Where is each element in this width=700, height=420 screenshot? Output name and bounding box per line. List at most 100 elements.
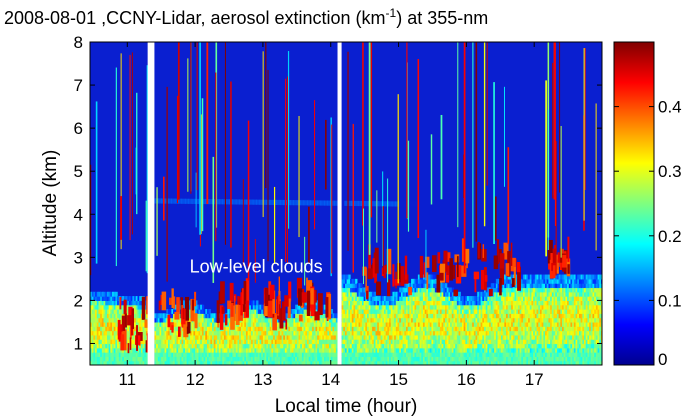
- heatmap-cell: [417, 339, 421, 345]
- heatmap-cell: [174, 343, 178, 349]
- heatmap-cell: [399, 347, 402, 353]
- heatmap-cell: [229, 343, 232, 349]
- heatmap-cell: [303, 321, 306, 327]
- heatmap-cell: [343, 321, 346, 327]
- heatmap-cell: [567, 313, 570, 319]
- heatmap-cell: [144, 326, 147, 332]
- heatmap-cell: [157, 334, 161, 340]
- heatmap-cell: [551, 347, 555, 353]
- heatmap-cell: [127, 296, 130, 301]
- heatmap-cell: [482, 326, 485, 332]
- heatmap-cell: [589, 326, 592, 332]
- heatmap-cell: [485, 347, 488, 353]
- heatmap-cell: [567, 339, 570, 345]
- heatmap-cell: [288, 356, 291, 362]
- heatmap-cell: [565, 321, 568, 327]
- heatmap-cell: [489, 330, 492, 336]
- heatmap-cell: [600, 300, 602, 306]
- heatmap-cell: [528, 291, 531, 297]
- heatmap-cell: [567, 278, 570, 284]
- heatmap-cell: [594, 343, 597, 349]
- heatmap-cell: [473, 356, 477, 362]
- heatmap-cell: [106, 321, 110, 327]
- heatmap-cell: [453, 352, 456, 357]
- heatmap-cell: [320, 326, 323, 332]
- heatmap-cell: [448, 296, 451, 301]
- heatmap-cell: [365, 352, 368, 357]
- heatmap-cell: [247, 360, 250, 365]
- heatmap-cell: [543, 356, 546, 362]
- heatmap-cell: [584, 347, 587, 353]
- heatmap-cell: [351, 360, 355, 365]
- heatmap-cell: [536, 326, 539, 332]
- heatmap-cell: [372, 304, 375, 310]
- heatmap-cell: [450, 300, 453, 306]
- heatmap-cell: [580, 317, 583, 323]
- heatmap-cell: [350, 309, 353, 314]
- heatmap-cell: [561, 274, 565, 280]
- heatmap-cell: [232, 347, 235, 353]
- heatmap-cell: [188, 309, 191, 314]
- heatmap-cell: [178, 356, 181, 362]
- heatmap-cell: [198, 343, 201, 349]
- heatmap-cell: [98, 313, 101, 319]
- heatmap-cell: [453, 343, 456, 349]
- heatmap-cell: [382, 352, 385, 357]
- heatmap-cell: [110, 296, 113, 301]
- heatmap-cell: [509, 356, 512, 362]
- heatmap-cell: [355, 283, 358, 289]
- heatmap-cell: [407, 300, 411, 306]
- heatmap-cell: [451, 304, 455, 310]
- heatmap-cell: [443, 296, 446, 301]
- heatmap-cell: [372, 339, 375, 345]
- heatmap-cell: [551, 356, 555, 362]
- heatmap-cell: [96, 309, 100, 314]
- heatmap-cell: [590, 296, 594, 301]
- heatmap-cell: [308, 360, 311, 365]
- heatmap-cell: [320, 343, 323, 349]
- heatmap-cell: [531, 317, 534, 323]
- heatmap-cell: [536, 330, 539, 336]
- heatmap-cell: [499, 347, 502, 353]
- heatmap-cell: [112, 296, 115, 301]
- heatmap-cell: [203, 317, 206, 323]
- chart-title: 2008-08-01 ,CCNY-Lidar, aerosol extincti…: [4, 6, 488, 28]
- heatmap-cell: [484, 300, 487, 306]
- heatmap-cell: [482, 347, 485, 353]
- heatmap-cell: [213, 313, 217, 319]
- heatmap-cell: [105, 334, 108, 340]
- heatmap-cell: [509, 343, 512, 349]
- heatmap-cell: [105, 326, 108, 332]
- heatmap-cell: [407, 356, 411, 362]
- heatmap-cell: [110, 347, 113, 353]
- heatmap-cell: [154, 330, 157, 336]
- heatmap-cell: [590, 274, 594, 280]
- heatmap-cell: [543, 304, 546, 310]
- heatmap-cell: [166, 347, 169, 353]
- heatmap-cell: [536, 334, 539, 340]
- heatmap-cell: [460, 321, 463, 327]
- heatmap-cell: [361, 313, 365, 319]
- heatmap-cell: [475, 339, 478, 345]
- heatmap-cell: [190, 347, 193, 353]
- heatmap-cell: [400, 326, 404, 332]
- heatmap-cell: [389, 330, 392, 336]
- heatmap-cell: [428, 343, 431, 349]
- heatmap-cell: [125, 330, 128, 336]
- heatmap-cell: [502, 309, 505, 314]
- heatmap-cell: [361, 360, 365, 365]
- heatmap-cell: [164, 347, 167, 353]
- heatmap-cell: [392, 291, 395, 297]
- heatmap-cell: [411, 300, 414, 306]
- heatmap-cell: [254, 356, 257, 362]
- heatmap-cell: [417, 343, 421, 349]
- heatmap-cell: [463, 317, 466, 323]
- heatmap-cell: [157, 356, 161, 362]
- heatmap-cell: [422, 309, 426, 314]
- heatmap-cell: [561, 287, 565, 293]
- heatmap-cell: [348, 347, 351, 353]
- heatmap-cell: [590, 330, 594, 336]
- heatmap-cell: [90, 304, 93, 310]
- heatmap-cell: [283, 356, 286, 362]
- heatmap-cell: [578, 309, 582, 314]
